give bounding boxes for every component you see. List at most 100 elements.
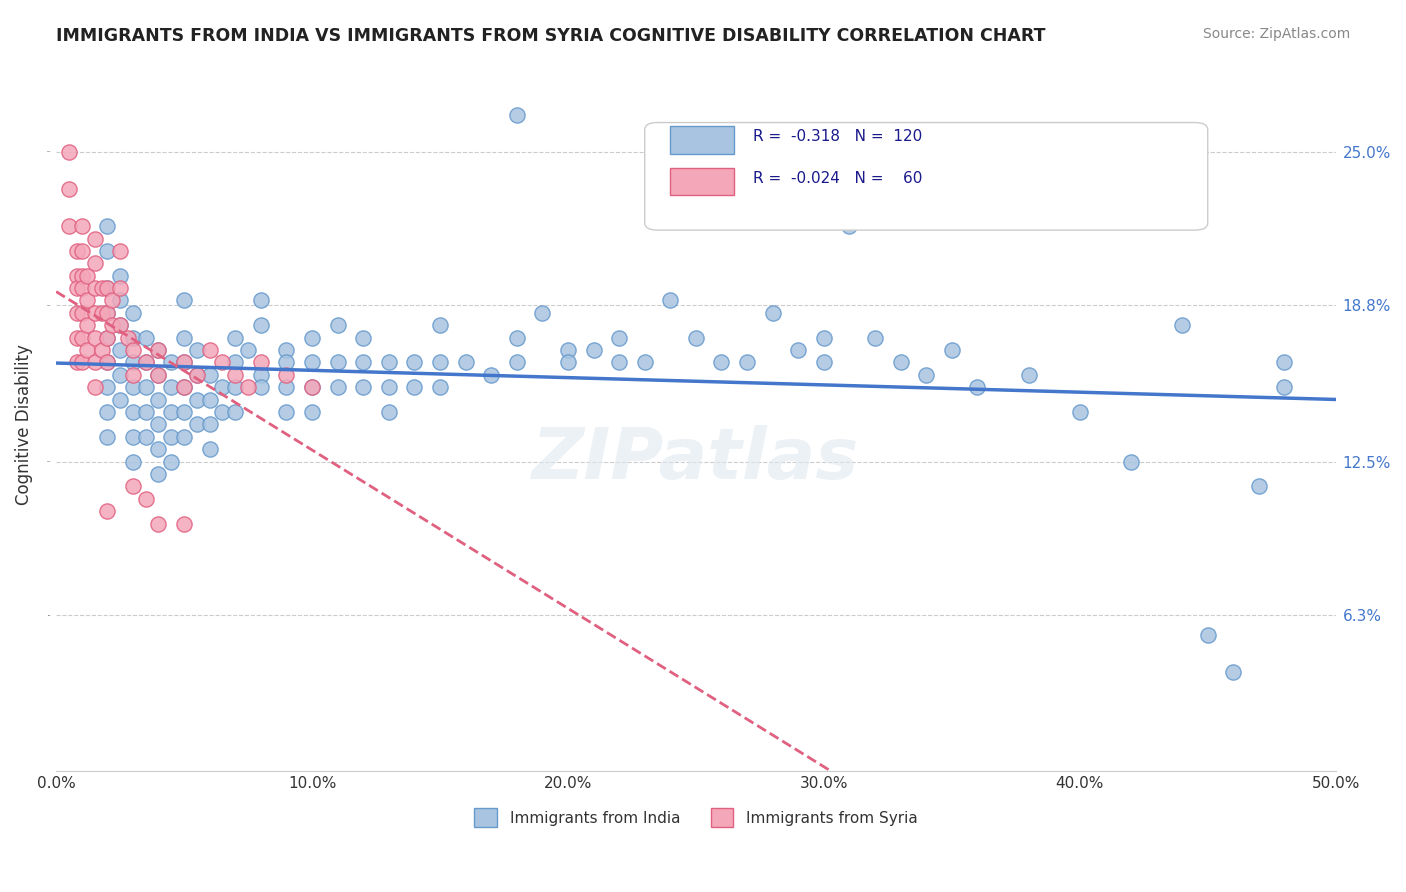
Point (91, 281, 114, 295)
Point (96, 355, 118, 369)
Point (83, 306, 105, 320)
Point (211, 405, 233, 419)
Point (378, 405, 401, 419)
Point (787, 343, 810, 357)
Point (96, 331, 118, 345)
Point (506, 355, 529, 369)
Point (65, 306, 87, 320)
Point (70, 219, 93, 234)
Point (160, 355, 183, 369)
Point (76, 268, 98, 283)
Point (607, 355, 630, 369)
Point (378, 355, 401, 369)
Point (83, 281, 105, 295)
Point (173, 380, 195, 394)
Point (429, 318, 451, 333)
Point (122, 368, 145, 382)
Point (634, 355, 657, 369)
Point (224, 405, 246, 419)
Point (582, 343, 605, 357)
Point (198, 417, 221, 432)
Point (148, 368, 170, 382)
Point (173, 430, 195, 444)
Point (70, 281, 93, 295)
Point (301, 380, 323, 394)
Point (1197, 628, 1219, 642)
Point (531, 306, 554, 320)
Y-axis label: Cognitive Disability: Cognitive Disability (15, 344, 32, 505)
Point (173, 331, 195, 345)
Point (160, 454, 183, 468)
Point (108, 268, 131, 283)
Point (276, 343, 298, 357)
Point (224, 331, 246, 345)
Point (58, 145, 80, 159)
Point (70, 306, 93, 320)
Point (236, 343, 259, 357)
Point (352, 380, 374, 394)
Point (108, 244, 131, 258)
Point (58, 182, 80, 196)
Point (224, 380, 246, 394)
Point (838, 219, 860, 234)
Point (148, 392, 170, 407)
Point (148, 442, 170, 457)
Point (135, 355, 157, 369)
Point (966, 380, 988, 394)
Point (122, 331, 145, 345)
Point (83, 380, 105, 394)
Point (108, 318, 131, 333)
Point (122, 306, 145, 320)
Point (326, 318, 349, 333)
Point (96, 244, 118, 258)
Point (685, 331, 707, 345)
Point (659, 293, 682, 308)
Point (404, 355, 426, 369)
Point (122, 355, 145, 369)
Point (96, 355, 118, 369)
Point (224, 355, 246, 369)
Point (1247, 479, 1270, 493)
Point (506, 107, 529, 121)
Point (1069, 405, 1091, 419)
Point (173, 380, 195, 394)
Point (173, 516, 195, 531)
Point (352, 355, 374, 369)
Point (186, 368, 208, 382)
Point (186, 343, 208, 357)
Point (186, 368, 208, 382)
Point (91, 306, 114, 320)
Point (76, 293, 98, 308)
Point (224, 368, 246, 382)
Point (301, 405, 323, 419)
Point (301, 355, 323, 369)
Point (211, 380, 233, 394)
Point (117, 331, 139, 345)
Point (122, 343, 145, 357)
Point (135, 430, 157, 444)
Point (135, 491, 157, 506)
Point (101, 318, 124, 333)
Point (101, 293, 124, 308)
Point (58, 219, 80, 234)
Point (276, 405, 298, 419)
Point (135, 405, 157, 419)
Point (148, 343, 170, 357)
Point (83, 231, 105, 245)
Point (250, 368, 273, 382)
Point (148, 467, 170, 481)
Point (198, 442, 221, 457)
Point (65, 268, 87, 283)
Point (65, 244, 87, 258)
Bar (671, 168, 734, 195)
Point (108, 392, 131, 407)
Point (1171, 318, 1194, 333)
Point (96, 380, 118, 394)
Point (135, 380, 157, 394)
Point (198, 343, 221, 357)
Point (148, 417, 170, 432)
Point (173, 355, 195, 369)
Point (148, 343, 170, 357)
Point (813, 331, 835, 345)
Point (108, 318, 131, 333)
